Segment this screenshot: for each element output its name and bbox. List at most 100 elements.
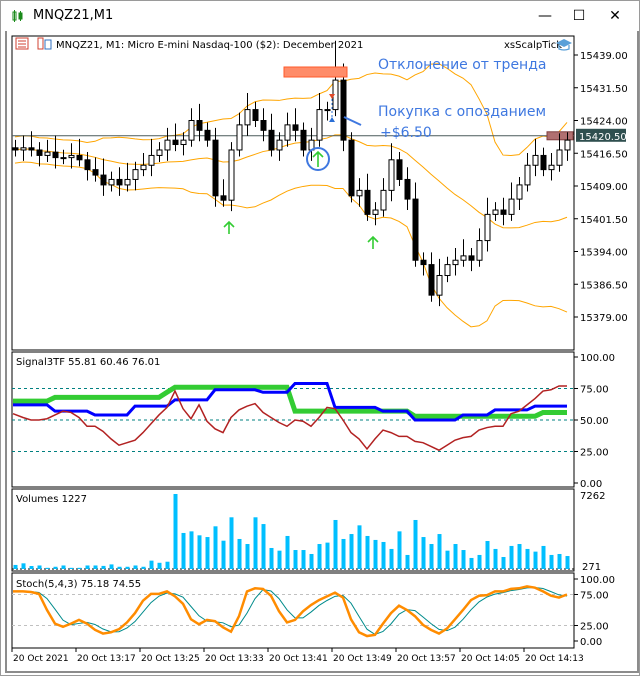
volume-bar — [565, 556, 570, 569]
candle-body — [372, 209, 379, 215]
candle — [132, 161, 139, 191]
time-tick-label: 20 Oct 2021 — [13, 654, 69, 664]
candle — [348, 132, 355, 203]
candle — [500, 197, 507, 226]
volume-bar — [109, 564, 114, 569]
minimize-button[interactable]: — — [538, 8, 552, 24]
volume-bar — [221, 540, 226, 569]
volume-bar — [453, 544, 458, 569]
stoch-label: Stoch(5,4,3) 75.18 74.55 — [16, 579, 141, 590]
candle-body — [92, 169, 99, 176]
price-tick-label: 15379.00 — [580, 313, 628, 324]
price-tick-label: 15424.00 — [580, 117, 628, 128]
candle — [188, 108, 195, 147]
candle-body — [420, 259, 427, 266]
candle — [20, 135, 27, 161]
expert-cap-icon[interactable] — [556, 39, 572, 51]
stoch-tick-label: 25.00 — [580, 622, 609, 633]
candle — [356, 178, 363, 207]
volume-bar — [117, 566, 122, 569]
volume-bar — [53, 566, 58, 569]
buy-arrow-icon — [223, 220, 235, 234]
candle-body — [68, 154, 75, 159]
time-tick-label: 20 Oct 13:57 — [397, 654, 456, 664]
candle — [300, 122, 307, 157]
candle — [60, 149, 67, 165]
stoch-tick-label: 75.00 — [580, 591, 609, 602]
candle — [340, 63, 347, 152]
candle-body — [348, 139, 355, 197]
buy-arrow-icon — [367, 235, 379, 249]
chart-list-icon[interactable] — [15, 37, 29, 50]
candle — [68, 143, 75, 169]
volume-bar — [493, 548, 498, 569]
candle — [52, 135, 59, 169]
candle-body — [396, 159, 403, 180]
candle-body — [52, 151, 59, 159]
candle-body — [28, 147, 35, 151]
volume-bar — [533, 551, 538, 569]
candle — [564, 132, 571, 161]
price-tick-label: 15386.50 — [580, 280, 628, 291]
candle — [540, 147, 547, 177]
candle — [388, 143, 395, 202]
candle — [164, 127, 171, 161]
candle-body — [212, 139, 219, 197]
candle — [244, 92, 251, 136]
candle — [36, 142, 43, 167]
volume-bar — [61, 565, 66, 569]
volume-bar — [29, 566, 34, 569]
candle-body — [36, 149, 43, 156]
candle — [372, 202, 379, 226]
volume-bar — [285, 535, 290, 569]
candle-body — [516, 184, 523, 200]
buy-arrow-icon — [312, 150, 324, 167]
candle-body — [436, 275, 443, 296]
candle-body — [284, 124, 291, 141]
candle-body — [388, 159, 395, 191]
candle — [420, 252, 427, 276]
maximize-button[interactable]: ☐ — [572, 8, 586, 24]
volume-bar — [269, 547, 274, 569]
price-tick-label: 15409.00 — [580, 182, 628, 193]
candle — [204, 122, 211, 147]
volume-bar — [445, 550, 450, 569]
candle-body — [44, 151, 51, 156]
volume-max-label: 7262 — [580, 491, 605, 502]
candle-body — [276, 139, 283, 151]
candle — [284, 112, 291, 147]
signal-tick-label: 50.00 — [580, 416, 609, 427]
volume-bar — [213, 526, 218, 569]
volume-bar — [197, 535, 202, 569]
volume-bar — [501, 556, 506, 569]
volumes-label: Volumes 1227 — [16, 494, 87, 505]
close-button[interactable]: ✕ — [609, 8, 621, 24]
volume-bar — [381, 541, 386, 569]
chart-properties-icon[interactable] — [37, 37, 52, 50]
volume-bar — [157, 562, 162, 569]
candle-body — [492, 209, 499, 215]
volume-bar — [541, 545, 546, 569]
candle — [404, 167, 411, 211]
candle — [84, 151, 91, 181]
volume-bar — [557, 553, 562, 569]
candle — [148, 138, 155, 177]
volume-bar — [237, 538, 242, 569]
candle — [100, 158, 107, 196]
candle — [484, 197, 491, 252]
volume-bar — [373, 539, 378, 569]
candle — [76, 138, 83, 167]
candle — [28, 131, 35, 157]
candle — [108, 171, 115, 192]
candle-body — [540, 154, 547, 171]
volume-bar — [317, 544, 322, 569]
current-price-label-bg — [576, 128, 626, 142]
time-tick-label: 20 Oct 13:49 — [333, 654, 392, 664]
candle-body — [500, 209, 507, 215]
signal-tick-label: 25.00 — [580, 448, 609, 459]
candle-body — [556, 149, 563, 166]
price-tick-label: 15394.00 — [580, 248, 628, 259]
candle-body — [132, 169, 139, 180]
candle — [532, 138, 539, 177]
